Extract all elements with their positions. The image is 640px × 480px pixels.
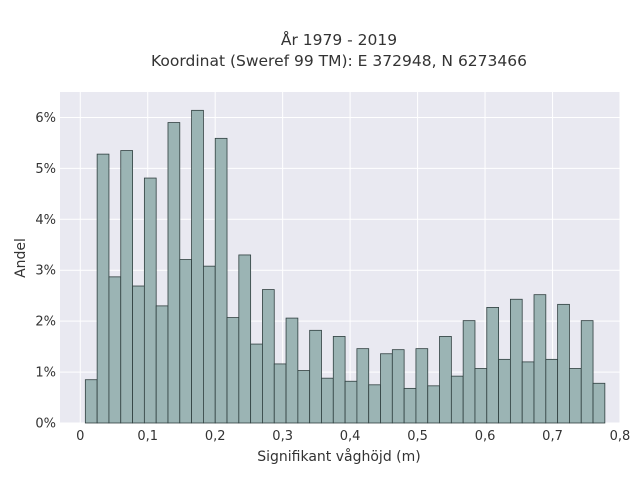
histogram-bar [427,385,440,424]
x-tick-label: 0 [76,429,84,444]
histogram-bar [545,358,559,424]
histogram-bar [84,379,98,424]
histogram-bar [108,276,122,424]
y-axis-ticks: 0% 1% 2% 3% 4% 5% 6% [35,111,56,432]
x-axis-label: Signifikant våghöjd (m) [257,448,420,465]
histogram-bar [96,153,110,424]
histogram-bar [439,336,452,424]
histogram-bar [474,368,488,424]
histogram-bar [214,137,228,424]
histogram-bar [203,265,216,424]
y-axis-label: Andel [13,238,29,278]
x-axis-ticks: 0 0,1 0,2 0,3 0,4 0,5 0,6 0,7 0,8 [76,429,630,444]
histogram-bar [509,298,523,424]
histogram-bar [557,303,570,424]
x-tick-label: 0,3 [272,429,293,444]
y-tick-label: 2% [35,315,56,330]
histogram-bar [297,370,311,424]
histogram-bar [321,377,334,424]
histogram-bar [533,294,547,424]
histogram-bar [391,349,405,424]
histogram-bar [580,320,594,424]
y-tick-label: 3% [35,264,56,279]
histogram-bar [569,368,582,424]
histogram-bar [238,254,252,424]
histogram-bar [450,375,464,424]
histogram-bar [285,317,299,424]
y-tick-label: 1% [35,366,56,381]
histogram-bar [179,259,192,424]
x-tick-label: 0,7 [542,429,563,444]
histogram-bar [344,380,358,424]
histogram-bar [498,358,511,424]
histogram-bar [155,305,169,424]
histogram-bar [309,329,322,424]
histogram-bar [262,289,275,424]
histogram-bar [486,307,499,424]
histogram-bar [356,348,370,424]
histogram-bar [521,361,535,424]
histogram-bar [132,285,145,424]
histogram-bar [167,122,181,424]
histogram-bar [592,382,606,424]
chart-subtitle: Koordinat (Sweref 99 TM): E 372948, N 62… [151,52,527,70]
y-tick-label: 0% [35,417,56,432]
x-tick-label: 0,1 [137,429,158,444]
histogram-bars [84,109,606,424]
histogram-bar [415,348,429,424]
histogram-bar [380,353,393,424]
y-tick-label: 6% [35,111,56,126]
histogram-bar [462,320,476,424]
x-tick-label: 0,4 [340,429,361,444]
histogram-bar [403,387,417,424]
y-tick-label: 4% [35,213,56,228]
histogram-bar [332,336,346,424]
x-tick-label: 0,5 [407,429,428,444]
histogram-bar [226,317,240,424]
x-tick-label: 0,2 [205,429,226,444]
histogram-bar [120,150,133,424]
histogram-bar [143,177,157,424]
histogram-bar [250,343,263,424]
x-tick-label: 0,8 [610,429,631,444]
histogram-bar [273,363,287,424]
y-tick-label: 5% [35,162,56,177]
x-tick-label: 0,6 [475,429,496,444]
histogram-bar [368,384,381,424]
chart-title: År 1979 - 2019 [281,30,397,49]
histogram-bar [191,109,204,424]
